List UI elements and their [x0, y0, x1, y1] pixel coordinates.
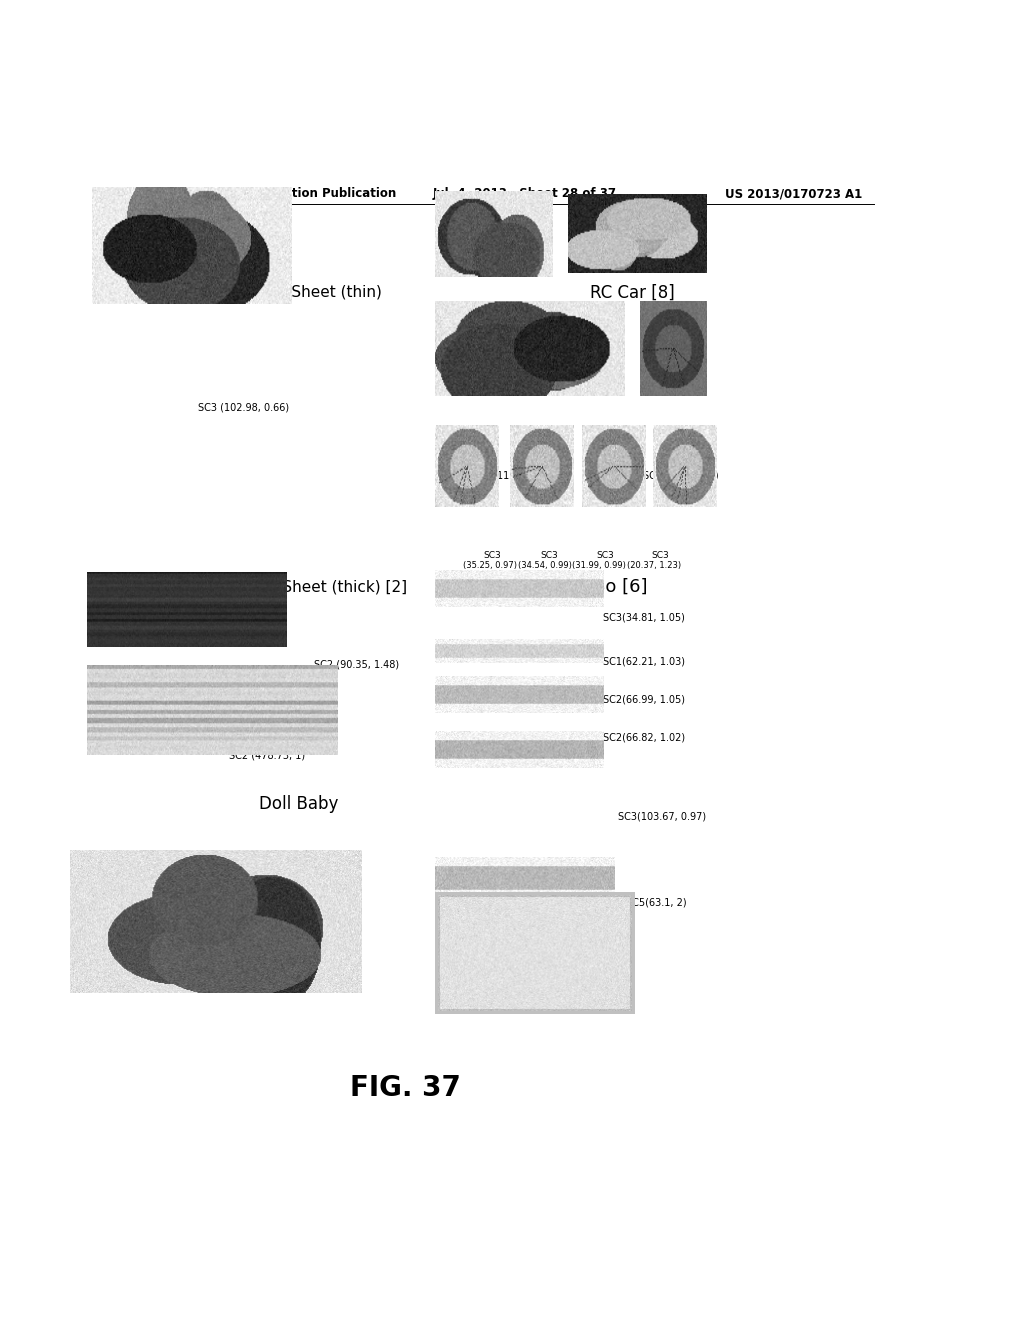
Text: Jul. 4, 2013   Sheet 28 of 37: Jul. 4, 2013 Sheet 28 of 37: [433, 187, 616, 201]
Text: US 2013/0170723 A1: US 2013/0170723 A1: [725, 187, 862, 201]
Text: (20.37, 1.23): (20.37, 1.23): [627, 561, 681, 570]
Text: SC1(62.21, 1.03): SC1(62.21, 1.03): [602, 656, 685, 667]
Text: Patent Application Publication: Patent Application Publication: [196, 187, 396, 201]
Text: SC2 (478.73, 1): SC2 (478.73, 1): [228, 750, 305, 760]
Text: SC2 (90.35, 1.48): SC2 (90.35, 1.48): [314, 660, 399, 669]
Text: SC3: SC3: [483, 552, 501, 560]
Text: Neoprene Rubber Sheet (thin): Neoprene Rubber Sheet (thin): [152, 285, 382, 300]
Text: SC3(10.98, 0.8): SC3(10.98, 0.8): [643, 470, 719, 480]
Text: Skip Bo [6]: Skip Bo [6]: [549, 578, 647, 597]
Text: (35.25, 0.97): (35.25, 0.97): [463, 561, 517, 570]
Text: (34.54, 0.99): (34.54, 0.99): [518, 561, 572, 570]
Text: Neoprene Rubber Sheet (thick) [2]: Neoprene Rubber Sheet (thick) [2]: [142, 579, 407, 595]
Text: SC2(66.99, 1.05): SC2(66.99, 1.05): [602, 694, 685, 704]
Text: SC3 (162.61, 1.27): SC3 (162.61, 1.27): [211, 933, 302, 942]
Text: FIG. 37: FIG. 37: [350, 1074, 461, 1102]
Text: SC3(103.67, 0.97): SC3(103.67, 0.97): [618, 810, 707, 821]
Text: SC2(66.82, 1.02): SC2(66.82, 1.02): [602, 733, 685, 743]
Text: SC3 (113.25, 0.64): SC3 (113.25, 0.64): [471, 470, 562, 480]
Text: SC3(12.58, 0.59): SC3(12.58, 0.59): [441, 379, 524, 389]
Text: SC3: SC3: [596, 552, 613, 560]
Text: SC3 (102.98, 0.66): SC3 (102.98, 0.66): [198, 403, 289, 412]
Text: SC3(34.81, 1.05): SC3(34.81, 1.05): [602, 612, 684, 623]
Text: Doll Baby: Doll Baby: [259, 795, 338, 813]
Text: SC3: SC3: [541, 552, 558, 560]
Text: SC5(63.1, 2): SC5(63.1, 2): [627, 898, 687, 907]
Text: SC3(34.26, 0.59): SC3(34.26, 0.59): [518, 374, 600, 384]
Text: SC3: SC3: [651, 552, 670, 560]
Text: (31.99, 0.99): (31.99, 0.99): [572, 561, 627, 570]
Text: RC Car [8]: RC Car [8]: [590, 284, 675, 301]
